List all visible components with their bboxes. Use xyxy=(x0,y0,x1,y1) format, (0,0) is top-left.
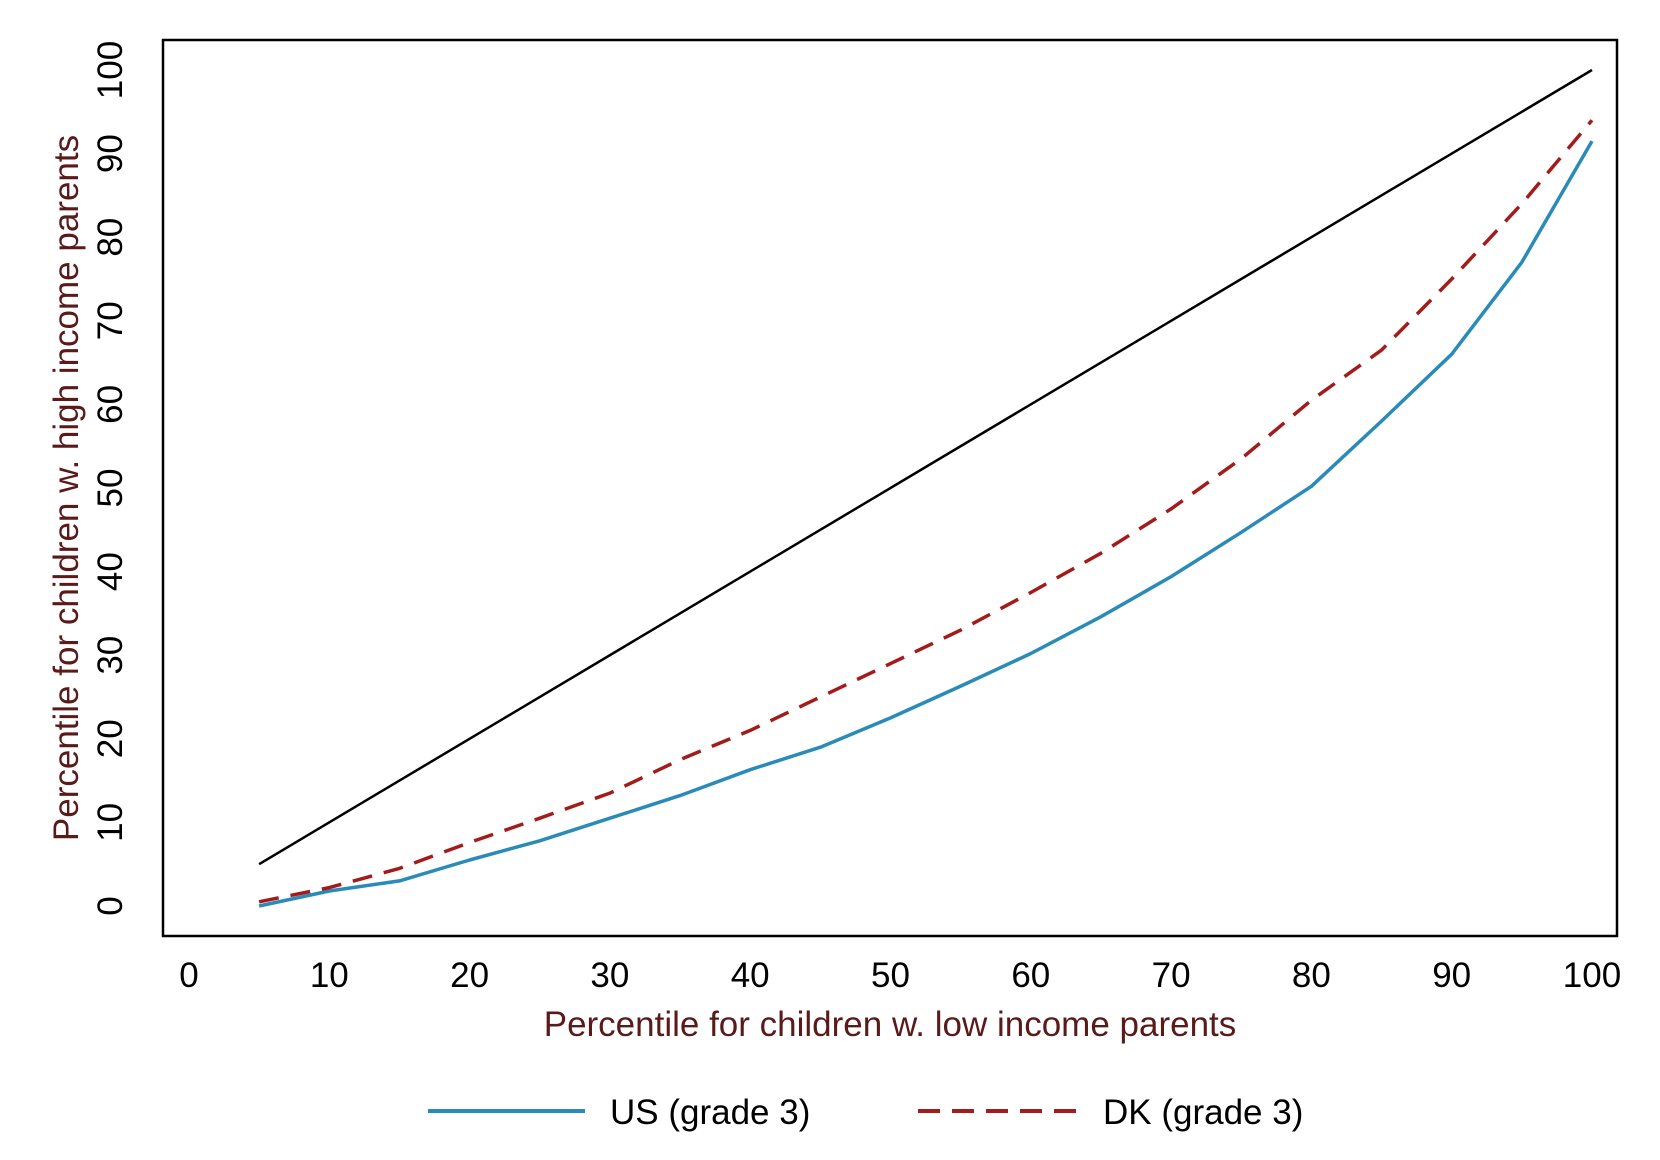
x-tick-label: 30 xyxy=(590,956,629,995)
x-tick-label: 50 xyxy=(871,956,910,995)
x-tick-label: 60 xyxy=(1011,956,1050,995)
y-tick-label: 0 xyxy=(91,896,130,915)
y-tick-label: 60 xyxy=(91,385,130,424)
x-tick-label: 90 xyxy=(1432,956,1471,995)
y-tick-label: 70 xyxy=(91,301,130,340)
y-tick-label: 90 xyxy=(91,134,130,173)
x-tick-label: 10 xyxy=(310,956,349,995)
legend: US (grade 3) DK (grade 3) xyxy=(428,1093,1303,1132)
x-tick-label: 100 xyxy=(1563,956,1621,995)
plot-frame xyxy=(161,38,1619,938)
y-tick-label: 30 xyxy=(91,636,130,675)
x-axis-title: Percentile for children w. low income pa… xyxy=(544,1005,1237,1044)
y-tick-label: 100 xyxy=(91,41,130,99)
y-axis-title: Percentile for children w. high income p… xyxy=(47,135,86,841)
y-tick-labels: 0 10 20 30 40 50 60 70 80 90 100 xyxy=(91,41,130,916)
legend-label-dk: DK (grade 3) xyxy=(1103,1093,1303,1132)
series-layer xyxy=(258,68,1594,908)
reference-line xyxy=(258,68,1593,866)
y-tick-label: 10 xyxy=(91,803,130,842)
x-tick-labels: 0 10 20 30 40 50 60 70 80 90 100 xyxy=(179,956,1621,995)
y-tick-label: 50 xyxy=(91,469,130,508)
y-tick-label: 20 xyxy=(91,719,130,758)
series-line-us-grade-3 xyxy=(258,140,1594,908)
x-tick-label: 70 xyxy=(1152,956,1191,995)
x-tick-label: 40 xyxy=(731,956,770,995)
series-line-dk-grade-3 xyxy=(258,119,1594,904)
y-tick-label: 80 xyxy=(91,218,130,257)
x-tick-label: 20 xyxy=(450,956,489,995)
x-tick-label: 80 xyxy=(1292,956,1331,995)
legend-label-us: US (grade 3) xyxy=(610,1093,810,1132)
y-tick-label: 40 xyxy=(91,552,130,591)
x-tick-label: 0 xyxy=(179,956,198,995)
